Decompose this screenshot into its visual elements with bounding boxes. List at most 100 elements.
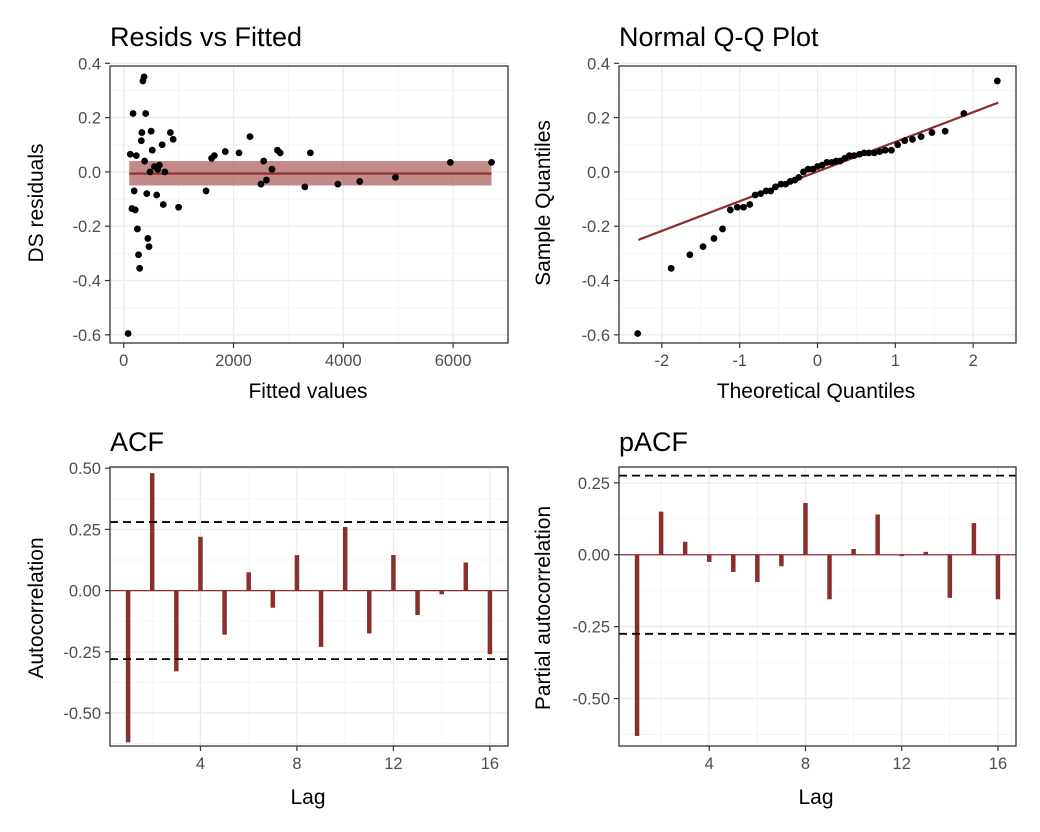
data-point — [941, 127, 949, 135]
y-tick-label: 0.0 — [78, 164, 101, 182]
bar — [682, 541, 688, 555]
plot-area: -2 -1 0 1 2 -0.6 -0.4 -0.2 0.0 0.2 0.4 — [582, 55, 1017, 370]
y-tick-label: -0.2 — [582, 218, 610, 236]
data-point — [795, 173, 803, 181]
data-point — [446, 159, 454, 166]
data-point — [246, 133, 254, 141]
data-point — [757, 190, 765, 198]
bar — [731, 554, 736, 572]
x-axis-label: Lag — [290, 786, 325, 809]
bar — [198, 536, 203, 591]
x-axis-label: Fitted values — [248, 380, 367, 403]
x-axis-label: Lag — [798, 786, 833, 809]
data-point — [894, 141, 902, 149]
x-tick-label: 4 — [196, 755, 205, 773]
y-tick-label: 0.25 — [69, 521, 101, 539]
bar — [995, 554, 1001, 600]
data-point — [159, 201, 167, 208]
y-tick-label: -0.4 — [73, 273, 101, 291]
x-tick-label: 6000 — [435, 352, 472, 370]
chart-title: ACF — [110, 427, 164, 457]
data-point — [169, 135, 177, 143]
data-point — [142, 110, 150, 117]
panel-border — [618, 466, 1017, 747]
bar — [947, 554, 953, 598]
data-point — [257, 180, 265, 188]
data-point — [146, 168, 154, 176]
bar — [706, 554, 712, 562]
bar — [149, 473, 155, 591]
data-point — [156, 161, 163, 169]
data-point — [772, 183, 779, 191]
y-tick-label: 0.50 — [69, 460, 101, 478]
panel-background — [619, 467, 1016, 746]
data-point — [144, 235, 152, 242]
data-point — [134, 225, 141, 233]
x-tick-label: 8 — [292, 755, 301, 773]
y-tick-label: 0.2 — [78, 110, 101, 128]
x-tick-label: 1 — [891, 352, 900, 370]
data-point — [488, 159, 495, 166]
data-point — [126, 150, 134, 158]
data-point — [235, 149, 243, 157]
data-point — [175, 203, 183, 211]
data-point — [888, 146, 895, 154]
data-point — [686, 251, 694, 259]
data-point — [993, 77, 1001, 85]
y-tick-label: -0.25 — [572, 619, 610, 637]
data-point — [145, 243, 153, 250]
data-point — [158, 141, 166, 149]
resids-vs-fitted-panel: Resids vs Fitted 0 2000 4000 6000 -0.6 -0.4 -0… — [25, 22, 509, 403]
panel-border — [109, 466, 509, 747]
bar — [827, 554, 832, 600]
data-point — [334, 180, 342, 188]
bar — [875, 514, 880, 555]
y-tick-label: 0.25 — [578, 475, 610, 493]
data-point — [137, 137, 145, 145]
plot-area: 4 8 12 16 -0.50 -0.25 0.00 0.25 — [572, 466, 1017, 773]
y-tick-label: -0.25 — [63, 644, 101, 662]
data-point — [268, 165, 276, 173]
x-tick-label: 0 — [119, 352, 128, 370]
y-tick-label: -0.2 — [73, 218, 101, 236]
data-point — [202, 187, 210, 195]
bar — [318, 590, 324, 647]
y-tick-label: 0.00 — [69, 583, 101, 601]
x-tick-label: 0 — [813, 352, 822, 370]
data-point — [767, 187, 775, 195]
bar — [367, 590, 372, 634]
x-tick-label: 16 — [481, 755, 499, 773]
data-point — [710, 235, 718, 242]
data-point — [210, 152, 218, 160]
bar — [174, 590, 179, 672]
bar — [923, 551, 929, 555]
bar — [755, 554, 760, 583]
bar — [634, 554, 640, 736]
data-point — [870, 149, 878, 157]
data-point — [276, 149, 284, 157]
data-point — [135, 251, 142, 259]
x-tick-label: 2 — [969, 352, 978, 370]
data-point — [777, 180, 785, 188]
panel-background — [110, 467, 508, 746]
x-tick-label: -1 — [732, 352, 747, 370]
bar — [971, 523, 977, 555]
data-point — [901, 137, 909, 145]
y-tick-label: 0.0 — [587, 164, 610, 182]
bar — [415, 590, 420, 616]
y-tick-label: -0.6 — [582, 327, 610, 345]
panel-border — [109, 65, 509, 344]
data-point — [124, 330, 132, 337]
bar — [803, 502, 808, 555]
data-point — [634, 330, 642, 337]
data-point — [699, 243, 707, 250]
x-tick-label: 16 — [989, 755, 1007, 773]
data-point — [356, 178, 364, 185]
y-tick-label: -0.4 — [582, 273, 610, 291]
data-point — [823, 159, 831, 166]
data-point — [166, 129, 174, 136]
x-tick-label: 12 — [893, 755, 911, 773]
data-point — [762, 187, 770, 195]
bar — [246, 572, 251, 591]
